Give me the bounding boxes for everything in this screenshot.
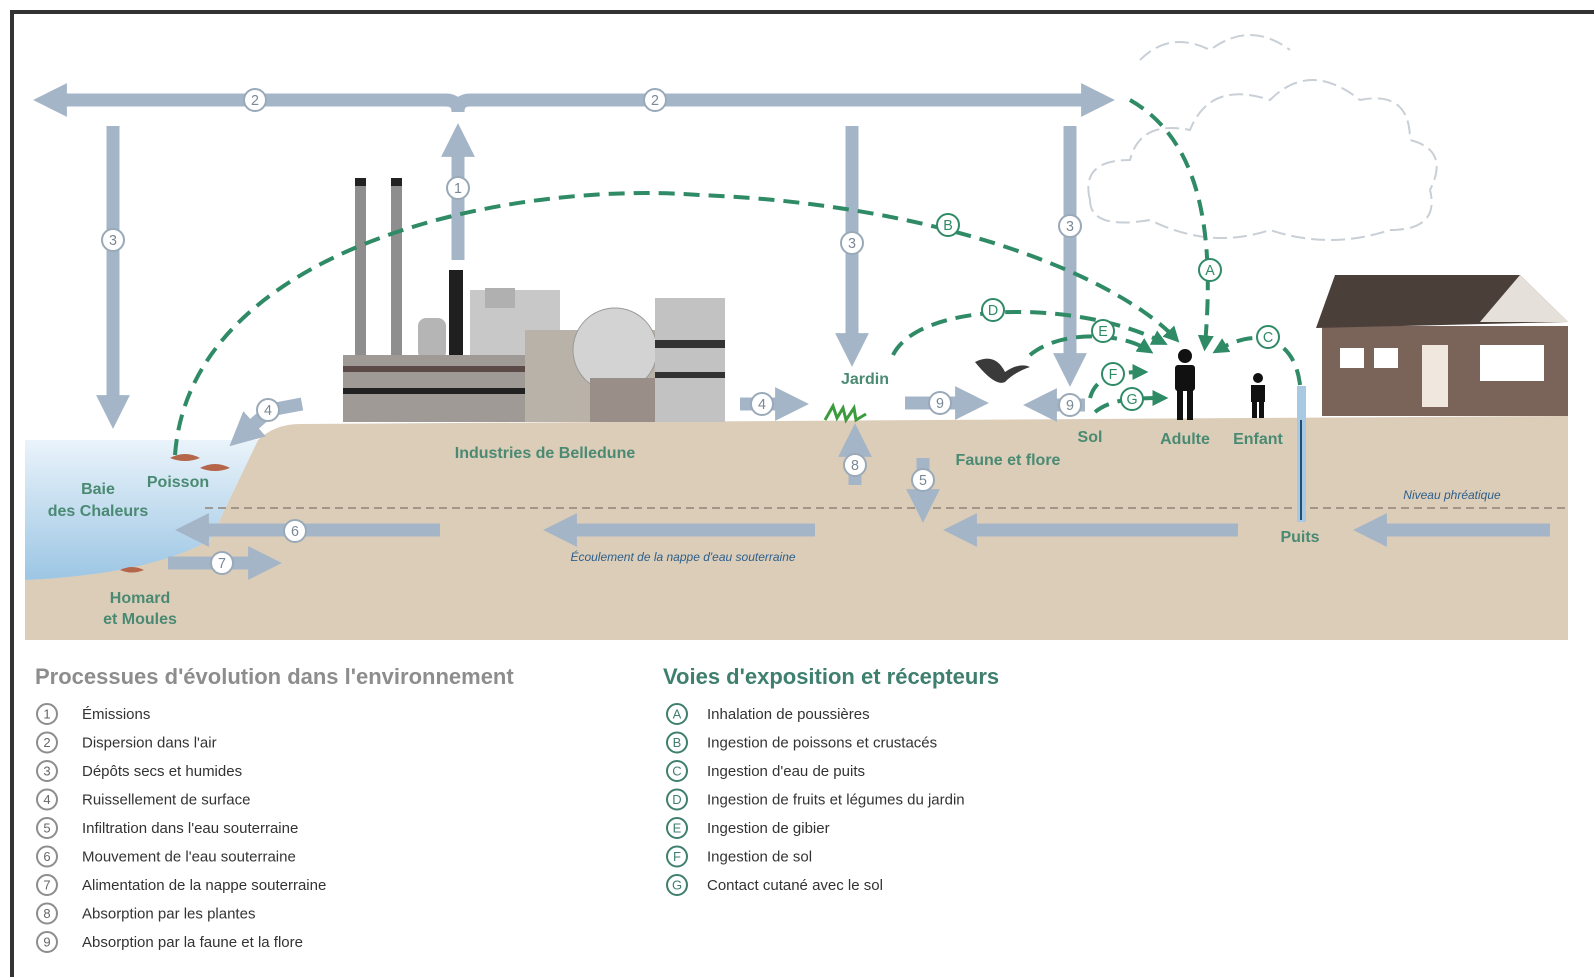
legend-title: Processues d'évolution dans l'environnem… <box>35 664 514 689</box>
place-label: Niveau phréatique <box>1403 488 1501 502</box>
legend-item: Dépôts secs et humides <box>82 763 242 780</box>
marker-label: C <box>672 763 681 778</box>
legend-item: Ingestion de poissons et crustacés <box>707 734 937 751</box>
marker-label: 2 <box>43 735 50 750</box>
marker-label: D <box>672 792 681 807</box>
legend-title: Voies d'exposition et récepteurs <box>663 664 999 689</box>
marker-label: C <box>1263 330 1273 346</box>
marker-label: 8 <box>851 458 859 474</box>
marker-label: G <box>1126 392 1137 408</box>
legend-item: Absorption par la faune et la flore <box>82 934 303 951</box>
legend-item: Émissions <box>82 706 150 723</box>
marker-label: 1 <box>454 181 462 197</box>
factory <box>343 178 725 422</box>
marker-label: 3 <box>109 233 117 249</box>
marker-label: 6 <box>43 849 50 864</box>
legend-item: Absorption par les plantes <box>82 905 255 922</box>
marker-label: 3 <box>848 236 856 252</box>
marker-label: 5 <box>919 473 927 489</box>
marker-label: E <box>673 820 682 835</box>
marker-label: 6 <box>291 524 299 540</box>
marker-label: 7 <box>218 556 226 572</box>
place-label: Homard <box>110 590 170 607</box>
marker-label: 5 <box>43 820 50 835</box>
legend: 1 Émissions 2 Dispersion dans l'air 3 Dépôts … <box>37 704 965 952</box>
marker-label: A <box>1205 263 1215 279</box>
house <box>1316 275 1568 416</box>
marker-label: 4 <box>43 792 50 807</box>
legend-item: Inhalation de poussières <box>707 706 870 723</box>
marker-label: 9 <box>936 396 944 412</box>
legend-item: Ingestion de fruits et légumes du jardin <box>707 791 965 808</box>
place-label: et Moules <box>103 611 177 628</box>
legend-item: Ingestion de gibier <box>707 820 830 837</box>
marker-label: F <box>673 849 681 864</box>
legend-item: Infiltration dans l'eau souterraine <box>82 820 298 837</box>
marker-label: 7 <box>43 877 50 892</box>
marker-label: 9 <box>43 934 50 949</box>
marker-label: 4 <box>758 397 766 413</box>
place-label: Jardin <box>841 371 889 388</box>
diagram: 22133344998567BDEFGAC Jardin Industries … <box>0 0 1594 977</box>
place-label: Industries de Belledune <box>455 445 636 462</box>
marker-label: F <box>1109 367 1118 383</box>
place-label: Écoulement de la nappe d'eau souterraine <box>570 549 795 564</box>
marker-label: 1 <box>43 706 50 721</box>
place-label: Faune et flore <box>956 452 1061 469</box>
legend-item: Dispersion dans l'air <box>82 734 217 751</box>
legend-item: Alimentation de la nappe souterraine <box>82 877 326 894</box>
place-label: Puits <box>1280 529 1319 546</box>
marker-label: 2 <box>651 93 659 109</box>
place-label: Sol <box>1078 429 1103 446</box>
place-label: Poisson <box>147 474 209 491</box>
well <box>1297 386 1306 522</box>
legend-item: Ruissellement de surface <box>82 791 250 808</box>
marker-label: 8 <box>43 906 50 921</box>
marker-label: G <box>672 877 682 892</box>
legend-item: Contact cutané avec le sol <box>707 877 883 894</box>
place-label: des Chaleurs <box>48 503 149 520</box>
marker-label: B <box>673 735 682 750</box>
marker-label: 4 <box>264 403 272 419</box>
marker-label: 3 <box>43 763 50 778</box>
marker-label: A <box>673 706 682 721</box>
marker-label: B <box>943 218 953 234</box>
place-label: Enfant <box>1233 431 1283 448</box>
marker-label: D <box>988 303 998 319</box>
marker-label: 2 <box>251 93 259 109</box>
marker-label: 9 <box>1066 398 1074 414</box>
marker-label: E <box>1098 324 1108 340</box>
place-label: Adulte <box>1160 431 1210 448</box>
legend-item: Ingestion d'eau de puits <box>707 763 865 780</box>
legend-item: Ingestion de sol <box>707 848 812 865</box>
place-label: Baie <box>81 481 115 498</box>
marker-label: 3 <box>1066 219 1074 235</box>
legend-item: Mouvement de l'eau souterraine <box>82 848 296 865</box>
